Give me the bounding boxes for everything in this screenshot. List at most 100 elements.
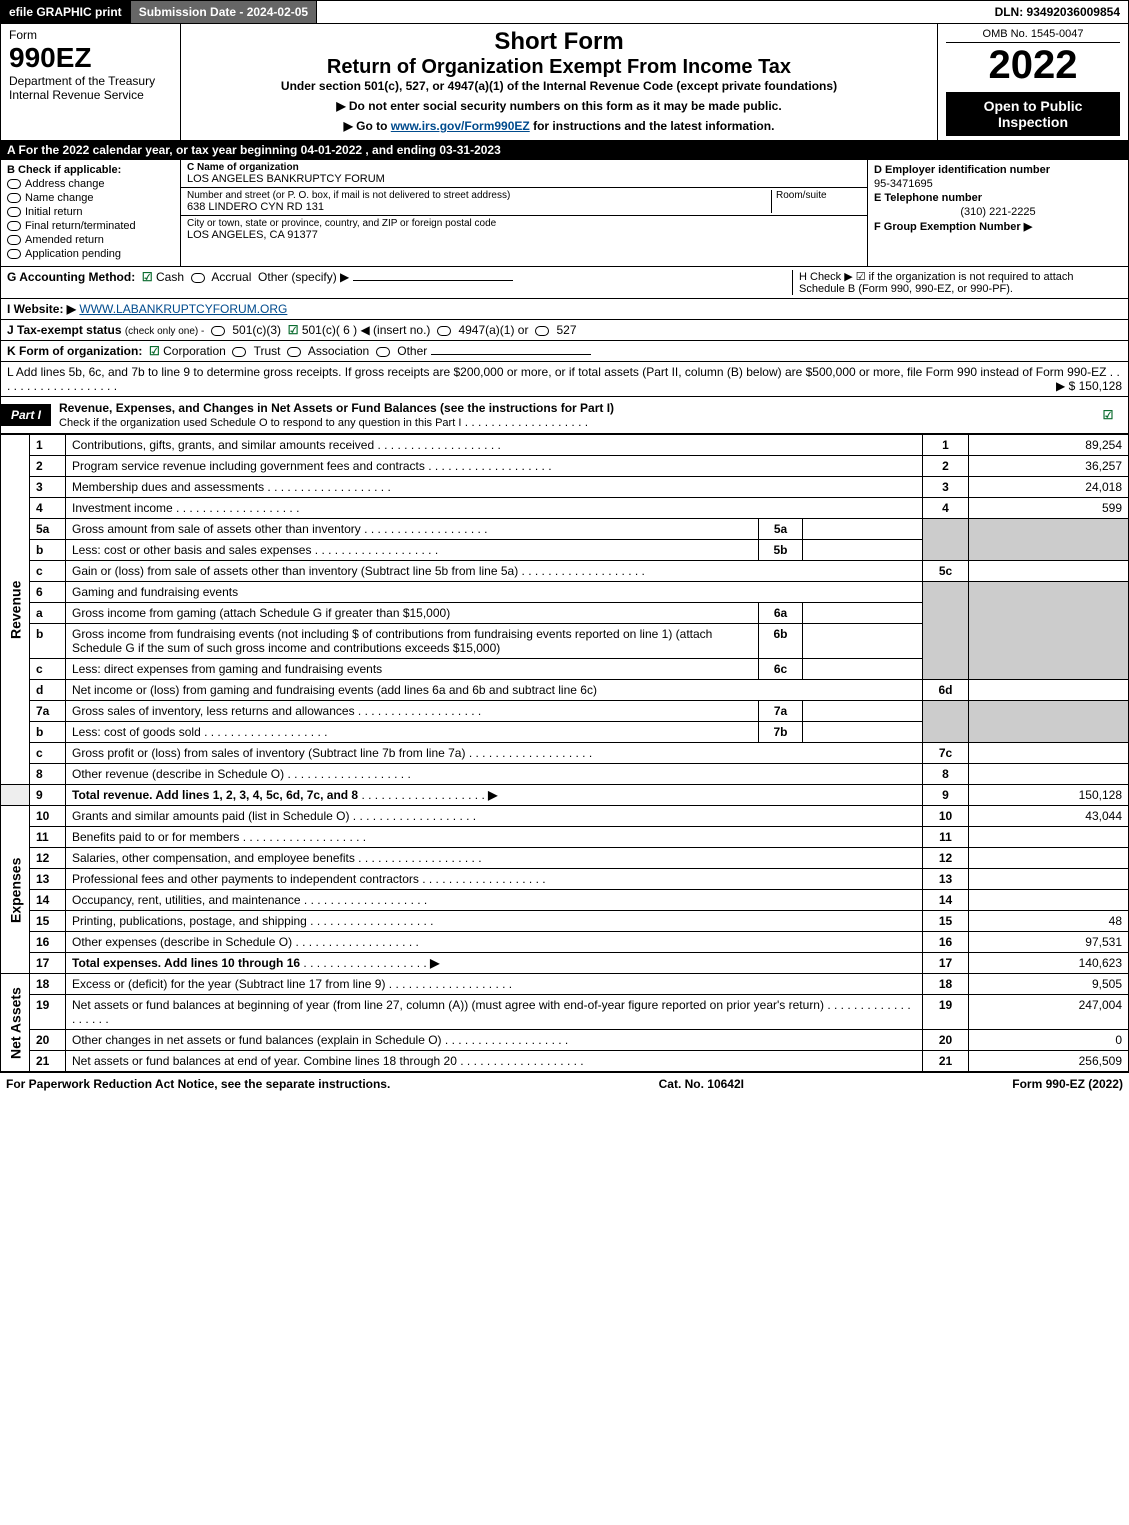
goto-pre: ▶ Go to bbox=[344, 119, 391, 133]
line-desc: Total revenue. Add lines 1, 2, 3, 4, 5c,… bbox=[72, 788, 358, 802]
line-amount: 140,623 bbox=[969, 953, 1129, 974]
501c3-oval[interactable] bbox=[211, 326, 225, 336]
org-name: LOS ANGELES BANKRUPTCY FORUM bbox=[187, 173, 861, 185]
line-num: 21 bbox=[30, 1051, 66, 1072]
chk-address-change[interactable]: Address change bbox=[7, 178, 174, 190]
net-assets-label: Net Assets bbox=[1, 974, 30, 1072]
part-i-title-text: Revenue, Expenses, and Changes in Net As… bbox=[59, 401, 614, 415]
line-num: c bbox=[30, 743, 66, 764]
website-link[interactable]: WWW.LABANKRUPTCYFORUM.ORG bbox=[79, 302, 287, 316]
dln: DLN: 93492036009854 bbox=[987, 1, 1128, 23]
4947-oval[interactable] bbox=[437, 326, 451, 336]
line-num: 6 bbox=[30, 582, 66, 603]
org-name-label: C Name of organization bbox=[187, 162, 861, 173]
chk-final-return[interactable]: Final return/terminated bbox=[7, 220, 174, 232]
sub-line-val bbox=[803, 519, 923, 540]
sub-line-val bbox=[803, 701, 923, 722]
other-org-blank[interactable] bbox=[431, 354, 591, 355]
line-desc: Gain or (loss) from sale of assets other… bbox=[72, 564, 518, 578]
ein-value: 95-3471695 bbox=[874, 178, 1122, 190]
other-specify-blank[interactable] bbox=[353, 280, 513, 281]
efile-label[interactable]: efile GRAPHIC print bbox=[1, 1, 131, 23]
ssn-warning: ▶ Do not enter social security numbers o… bbox=[189, 99, 929, 113]
dept-label: Department of the Treasury bbox=[9, 74, 172, 88]
line-num: 20 bbox=[30, 1030, 66, 1051]
grey-cell bbox=[969, 701, 1129, 743]
line-col: 17 bbox=[923, 953, 969, 974]
line-num: 2 bbox=[30, 456, 66, 477]
line-amount: 0 bbox=[969, 1030, 1129, 1051]
arrow-icon: ▶ bbox=[430, 956, 439, 970]
part-i-check-note: Check if the organization used Schedule … bbox=[59, 417, 461, 429]
cash-check-icon: ☑ bbox=[142, 270, 153, 284]
chk-name-change[interactable]: Name change bbox=[7, 192, 174, 204]
line-g-h: G Accounting Method: ☑ Cash Accrual Othe… bbox=[0, 267, 1129, 299]
line-amount bbox=[969, 869, 1129, 890]
opt-501c3: 501(c)(3) bbox=[232, 323, 281, 337]
line-num: c bbox=[30, 561, 66, 582]
chk-application-pending[interactable]: Application pending bbox=[7, 248, 174, 260]
line-desc: Gross income from gaming (attach Schedul… bbox=[72, 606, 450, 620]
line-num: 17 bbox=[30, 953, 66, 974]
line-col: 4 bbox=[923, 498, 969, 519]
line-col: 15 bbox=[923, 911, 969, 932]
trust-oval[interactable] bbox=[232, 347, 246, 357]
spacer bbox=[1, 785, 30, 806]
goto-instructions: ▶ Go to www.irs.gov/Form990EZ for instru… bbox=[189, 119, 929, 133]
line-amount bbox=[969, 743, 1129, 764]
line-num: 7a bbox=[30, 701, 66, 722]
line-desc: Less: cost of goods sold bbox=[72, 725, 201, 739]
line-num: c bbox=[30, 659, 66, 680]
line-desc: Total expenses. Add lines 10 through 16 bbox=[72, 956, 300, 970]
assoc-oval[interactable] bbox=[287, 347, 301, 357]
footer-left: For Paperwork Reduction Act Notice, see … bbox=[6, 1077, 390, 1091]
form-number: 990EZ bbox=[9, 42, 172, 74]
line-col: 7c bbox=[923, 743, 969, 764]
527-oval[interactable] bbox=[535, 326, 549, 336]
line-l-amount: ▶ $ 150,128 bbox=[1056, 379, 1122, 393]
line-k-label: K Form of organization: bbox=[7, 344, 142, 358]
line-col: 11 bbox=[923, 827, 969, 848]
line-num: 15 bbox=[30, 911, 66, 932]
line-desc: Gross sales of inventory, less returns a… bbox=[72, 704, 355, 718]
line-amount: 48 bbox=[969, 911, 1129, 932]
opt-501c: 501(c)( 6 ) ◀ (insert no.) bbox=[302, 323, 431, 337]
info-grid: B Check if applicable: Address change Na… bbox=[0, 160, 1129, 267]
chk-amended-return[interactable]: Amended return bbox=[7, 234, 174, 246]
part-i-label: Part I bbox=[1, 404, 51, 426]
corp-check-icon: ☑ bbox=[149, 344, 160, 358]
city-state-zip: LOS ANGELES, CA 91377 bbox=[187, 229, 861, 241]
phone-value: (310) 221-2225 bbox=[874, 206, 1122, 218]
line-amount: 599 bbox=[969, 498, 1129, 519]
chk-label: Address change bbox=[25, 178, 105, 190]
accrual-oval[interactable] bbox=[191, 273, 205, 283]
chk-initial-return[interactable]: Initial return bbox=[7, 206, 174, 218]
under-section: Under section 501(c), 527, or 4947(a)(1)… bbox=[189, 79, 929, 93]
opt-assoc: Association bbox=[308, 344, 369, 358]
street-address: 638 LINDERO CYN RD 131 bbox=[187, 201, 771, 213]
phone-label: E Telephone number bbox=[874, 192, 1122, 204]
column-c-org-info: C Name of organization LOS ANGELES BANKR… bbox=[181, 160, 868, 266]
line-amount: 150,128 bbox=[969, 785, 1129, 806]
line-desc: Program service revenue including govern… bbox=[72, 459, 425, 473]
expenses-label: Expenses bbox=[1, 806, 30, 974]
line-col: 9 bbox=[923, 785, 969, 806]
other-oval[interactable] bbox=[376, 347, 390, 357]
sub-line-val bbox=[803, 624, 923, 659]
line-num: b bbox=[30, 722, 66, 743]
sub-line-num: 6c bbox=[759, 659, 803, 680]
line-num: 19 bbox=[30, 995, 66, 1030]
line-num: 3 bbox=[30, 477, 66, 498]
goto-post: for instructions and the latest informat… bbox=[533, 119, 774, 133]
opt-other-org: Other bbox=[397, 344, 427, 358]
line-desc: Gross profit or (loss) from sales of inv… bbox=[72, 746, 465, 760]
line-j-label: J Tax-exempt status bbox=[7, 323, 122, 337]
website-label: I Website: ▶ bbox=[7, 302, 76, 316]
line-col: 5c bbox=[923, 561, 969, 582]
line-desc: Excess or (deficit) for the year (Subtra… bbox=[72, 977, 385, 991]
line-desc: Investment income bbox=[72, 501, 173, 515]
open-public-inspection: Open to Public Inspection bbox=[946, 92, 1120, 136]
irs-link[interactable]: www.irs.gov/Form990EZ bbox=[391, 119, 530, 133]
line-j-note: (check only one) - bbox=[125, 326, 204, 337]
chk-label: Final return/terminated bbox=[25, 220, 136, 232]
